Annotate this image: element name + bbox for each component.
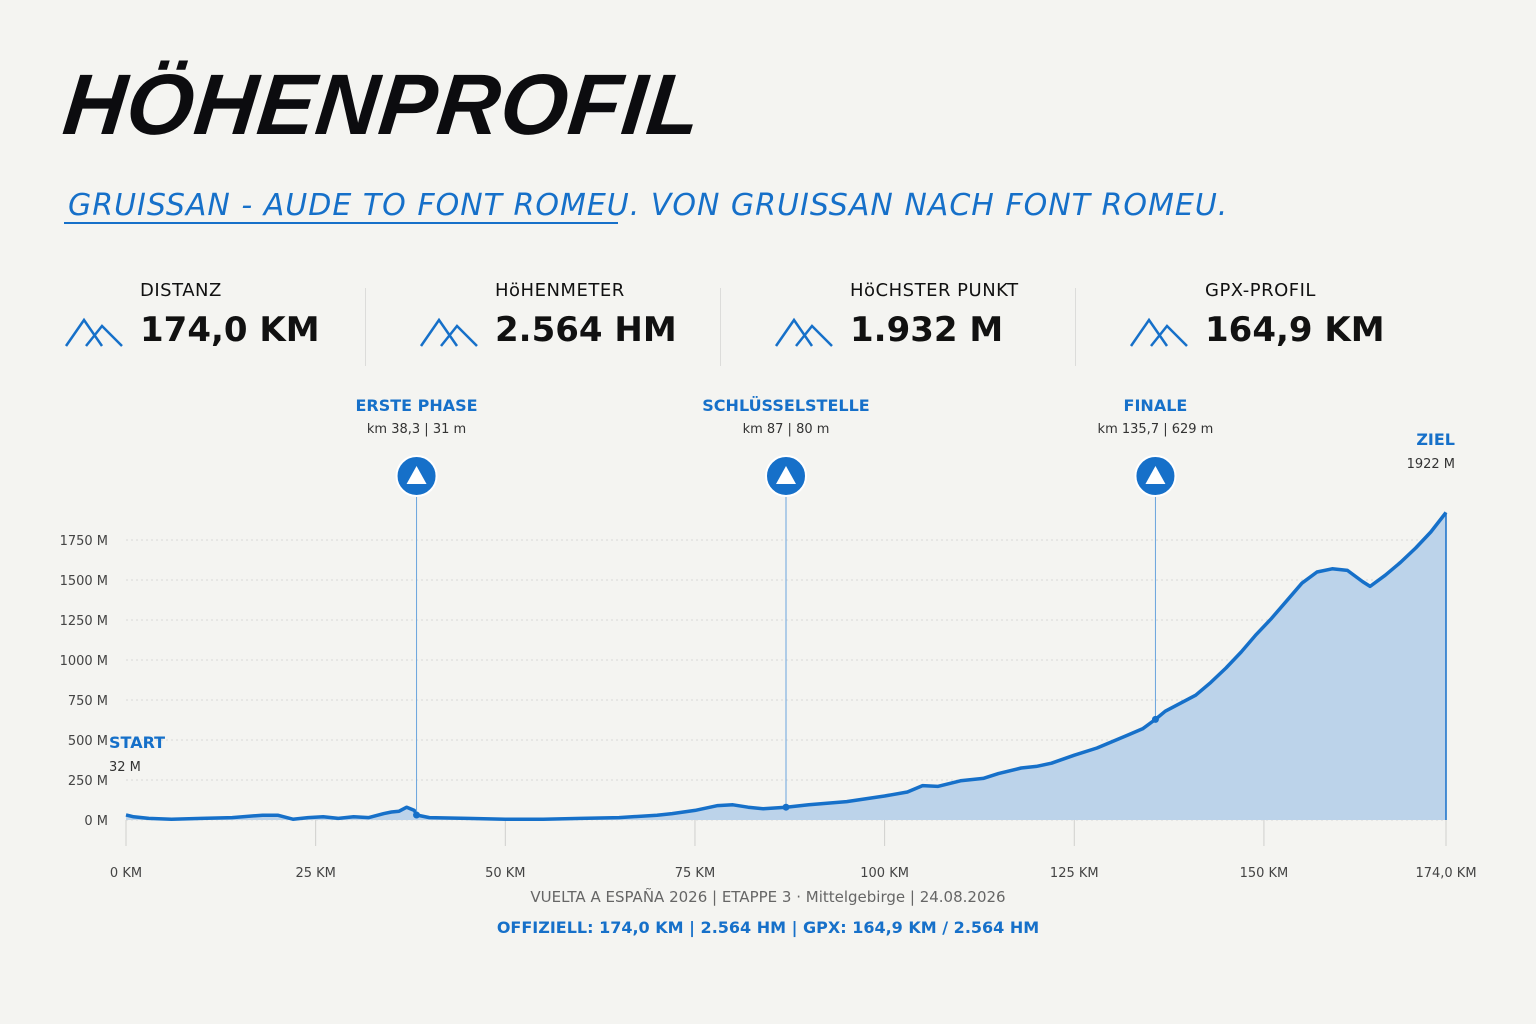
stat-divider	[365, 288, 366, 366]
x-tick-label: 50 KM	[485, 866, 525, 880]
x-tick-label: 125 KM	[1050, 866, 1099, 880]
mountain-icon	[1129, 317, 1188, 347]
annotation-detail: km 38,3 | 31 m	[367, 422, 466, 437]
stat-gpx-profile: GPX-PROFIL 164,9 KM	[1129, 276, 1484, 366]
stat-divider	[720, 288, 721, 366]
subtitle-underline	[64, 222, 618, 224]
start-label: START	[109, 733, 165, 752]
y-tick-label: 1750 M	[60, 534, 108, 549]
page-subtitle: GRUISSAN - AUDE TO FONT ROMEU. VON GRUIS…	[68, 188, 1229, 223]
stat-label: HöHENMETER	[495, 280, 625, 301]
y-tick-label: 1000 M	[60, 654, 108, 669]
elevation-area	[126, 512, 1446, 820]
stat-distance: DISTANZ 174,0 KM	[64, 276, 419, 366]
y-tick-label: 1250 M	[60, 614, 108, 629]
annotation-point	[1151, 715, 1159, 723]
stat-divider	[1075, 288, 1076, 366]
stat-elevation-gain: HöHENMETER 2.564 HM	[419, 276, 774, 366]
stat-highest-point: HöCHSTER PUNKT 1.932 M	[774, 276, 1129, 366]
y-tick-label: 750 M	[68, 694, 108, 709]
annotation-point	[413, 811, 421, 819]
elevation-chart: 0 M 250 M 500 M 750 M 1000 M 1250 M 1500 M 1750…	[60, 396, 1477, 880]
y-tick-label: 250 M	[68, 774, 108, 789]
triangle-icon	[1145, 466, 1166, 484]
triangle-icon	[776, 466, 796, 484]
x-tick-label: 174,0 KM	[1415, 866, 1476, 880]
stats-row: DISTANZ 174,0 KM HöHENMETER 2.564 HM HöC…	[0, 276, 1536, 372]
stat-label: GPX-PROFIL	[1205, 280, 1316, 301]
annotation-detail: km 135,7 | 629 m	[1098, 422, 1214, 437]
mountain-icon	[419, 317, 478, 347]
y-tick-label: 0 M	[84, 814, 108, 829]
stat-value: 174,0 KM	[140, 310, 320, 350]
finish-label: ZIEL	[1416, 430, 1455, 449]
annotation-title: SCHLÜSSELSTELLE	[702, 396, 869, 415]
y-tick-label: 1500 M	[60, 574, 108, 589]
x-tick-label: 100 KM	[860, 866, 909, 880]
footer-info: VUELTA A ESPAÑA 2026 | ETAPPE 3 · Mittel…	[530, 888, 1006, 906]
mountain-icon	[774, 317, 833, 347]
stat-value: 164,9 KM	[1205, 310, 1385, 350]
start-detail: 32 M	[109, 760, 141, 775]
y-tick-label: 500 M	[68, 734, 108, 749]
stat-label: HöCHSTER PUNKT	[850, 280, 1019, 301]
x-tick-label: 150 KM	[1240, 866, 1289, 880]
page-title: HÖHENPROFIL	[58, 57, 706, 153]
stat-value: 2.564 HM	[495, 310, 677, 350]
annotation-title: FINALE	[1124, 396, 1188, 415]
finish-detail: 1922 M	[1407, 457, 1455, 472]
stat-value: 1.932 M	[850, 310, 1004, 350]
elevation-line	[125, 511, 1448, 821]
x-tick-label: 75 KM	[675, 866, 715, 880]
footer-official: OFFIZIELL: 174,0 KM | 2.564 HM | GPX: 16…	[496, 918, 1040, 937]
x-tick-label: 25 KM	[295, 866, 335, 880]
stat-label: DISTANZ	[140, 280, 222, 301]
annotation-point	[782, 803, 790, 811]
mountain-icon	[64, 317, 123, 347]
annotation-detail: km 87 | 80 m	[743, 422, 830, 437]
annotation-title: ERSTE PHASE	[355, 396, 477, 415]
x-tick-label: 0 KM	[110, 866, 142, 880]
triangle-icon	[406, 466, 427, 484]
